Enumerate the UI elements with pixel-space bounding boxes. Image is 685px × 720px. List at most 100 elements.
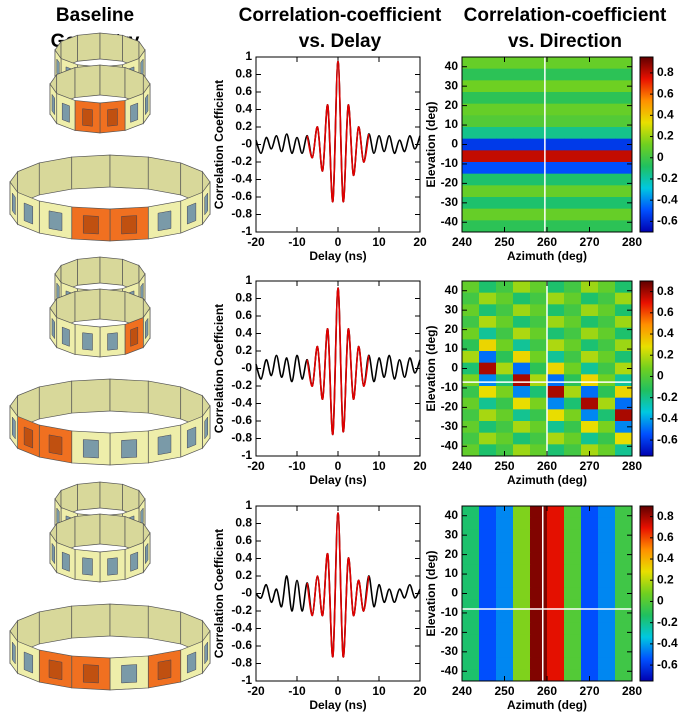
heatmap-cell [479,362,497,375]
heatmap-cell [598,622,616,635]
heatmap-cell [598,185,616,198]
y-tick-label: -40 [441,438,459,452]
heatmap-cell [462,57,480,70]
heatmap-cell [581,517,599,530]
y-tick-label: 0.8 [235,67,252,81]
y-tick-label: 40 [445,508,459,522]
heatmap-cell [598,57,616,70]
heatmap-cell [564,564,582,577]
heatmap-cell [479,316,497,329]
heatmap-cell [530,208,548,221]
heatmap-cell [615,362,633,375]
heatmap-cell [513,162,531,175]
heatmap-cell [513,576,531,589]
heatmap-cell [598,362,616,375]
heatmap-cell [530,281,548,294]
heatmap-cell [547,185,565,198]
heatmap-cell [496,103,514,116]
heatmap-cell [547,327,565,340]
heatmap-cell [547,587,565,600]
heatmap-cell [547,386,565,399]
heatmap-cell [598,517,616,530]
heatmap-cell [479,339,497,352]
heatmap-cell [615,103,633,116]
heatmap-cell [547,127,565,140]
antenna-element [121,439,138,459]
heatmap-cell [547,220,565,233]
heatmap-cell [462,103,480,116]
heatmap-cell [598,208,616,221]
heatmap-cell [581,103,599,116]
y-tick-label: 0.4 [235,102,252,116]
heatmap-cell [547,564,565,577]
heatmap-cell [547,611,565,624]
y-tick-label: -1 [241,448,252,462]
heatmap-cell [530,92,548,105]
heatmap-cell [496,634,514,647]
heatmap-cell [615,576,633,589]
x-tick-label: 240 [452,235,472,249]
x-tick-label: 270 [579,235,599,249]
heatmap-cell [479,173,497,186]
heatmap-cell [462,362,480,375]
heatmap-cell [564,185,582,198]
heatmap-cell [496,432,514,445]
heatmap-cell [598,304,616,317]
x-tick-label: 260 [537,684,557,698]
antenna-element [145,542,149,565]
heatmap-cell [615,634,633,647]
heatmap-cell [581,351,599,364]
x-tick-label: 10 [372,684,386,698]
heatmap-cell [496,611,514,624]
heatmap-cell [496,68,514,81]
antenna-panel [99,256,123,286]
y-tick-label: 0.8 [235,516,252,530]
y-tick-label: -0.8 [231,431,252,445]
antenna-element [121,664,138,684]
heatmap-cell [564,304,582,317]
antenna-panel [74,288,101,322]
heatmap-cell [496,208,514,221]
y-tick-label: -10 [441,605,459,619]
heatmap-cell [547,646,565,659]
heatmap-cell [496,374,514,387]
heatmap-cell [564,386,582,399]
heatmap-cell [581,339,599,352]
antenna-element [61,326,70,347]
antenna-element [61,551,70,572]
heatmap-cell [496,304,514,317]
x-tick-label: -10 [288,684,306,698]
heatmap-cell [547,162,565,175]
heatmap-cell [462,327,480,340]
heatmap-cell [547,362,565,375]
heatmap-cell [513,80,531,93]
antenna-element [157,434,172,456]
heatmap-cell [479,327,497,340]
heatmap-cell [496,517,514,530]
heatmap-cell [479,634,497,647]
heatmap-cell [547,173,565,186]
antenna-panel [99,513,126,547]
data-line [255,60,421,203]
heatmap-cell [564,432,582,445]
heatmap-cell [462,669,480,682]
y-tick-label: -0.4 [231,396,252,410]
antenna-element [204,416,208,440]
heatmap-cell [581,432,599,445]
heatmap-cell [564,517,582,530]
heatmap-cell [581,646,599,659]
heatmap-cell [462,374,480,387]
antenna-panel [71,154,111,190]
heatmap-cell [564,80,582,93]
heatmap-cell [615,374,633,387]
heatmap-cell [513,292,531,305]
antenna-panel [99,64,126,98]
antenna-panel [99,32,123,62]
heatmap-cell [615,115,633,128]
heatmap-cell [513,517,531,530]
heatmap-cell [564,327,582,340]
heatmap-cell [479,397,497,410]
heatmap-cell [598,127,616,140]
antenna-panel [77,32,101,62]
heatmap-cell [462,564,480,577]
